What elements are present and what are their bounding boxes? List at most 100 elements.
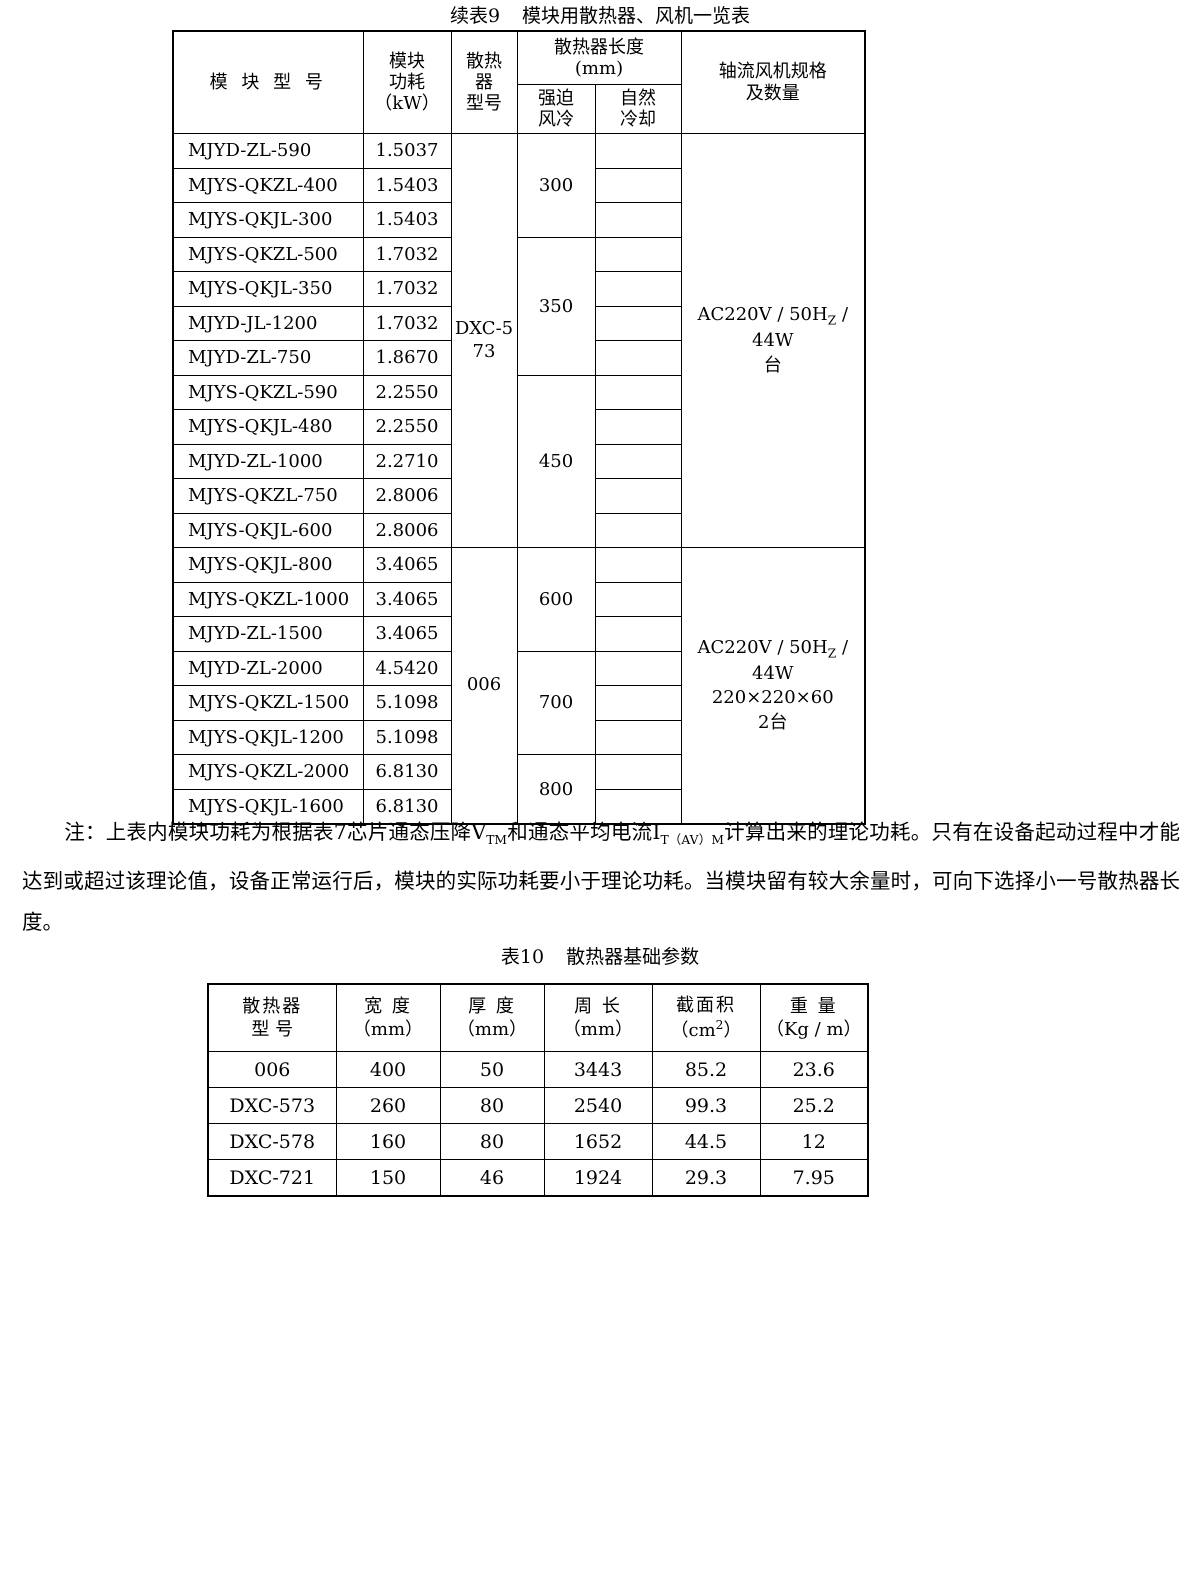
cell-natural-cooling-length: [594, 340, 682, 376]
module-heatsink-fan-table: 模 块 型 号 模块 功耗 （kW） 散热 器 型号 散热器长度 (mm): [172, 30, 866, 825]
note-sub-vtm: TM: [486, 833, 507, 848]
fan-spec-hz-subscript: Z: [827, 646, 837, 661]
table-row: MJYS-QKJL-350 1.7032: [172, 271, 865, 307]
header-line2: （cm2）: [670, 1017, 742, 1041]
cell-width: 260: [335, 1087, 441, 1124]
table9-caption-number: 续表9: [449, 5, 501, 27]
fan-spec-line4: 2台: [758, 711, 788, 733]
table10-caption-title: 散热器基础参数: [566, 946, 700, 968]
cell-module-model: MJYS-QKZL-500: [172, 236, 364, 272]
cell-module-model: MJYD-ZL-1000: [172, 443, 364, 479]
cell-natural-cooling-length: [594, 167, 682, 203]
cell-forced-air-length: 700: [516, 650, 596, 755]
table-row: MJYS-QKJL-800 3.4065 006 600 AC220V / 50HZ /…: [172, 547, 866, 825]
table10-header-row: 散热器型 号宽 度（mm）厚 度（mm）周 长（mm） 截面积 （cm2）重 量（K…: [207, 983, 869, 1052]
table-row: MJYS-QKJL-300 1.5403: [172, 202, 865, 238]
cell-weight: 23.6: [759, 1051, 869, 1088]
cell-module-model: MJYS-QKJL-300: [172, 202, 364, 238]
fan-spec-line3: 220×220×60: [711, 687, 834, 709]
cell-forced-air-length: 600: [516, 547, 596, 652]
cell-natural-cooling-length: [594, 374, 682, 410]
cell-module-power: 1.7032: [362, 305, 452, 341]
cell-width: 160: [335, 1123, 441, 1160]
heatsink-type-line1: DXC-5: [454, 318, 514, 339]
header-natural-cooling: 自然 冷却: [594, 84, 682, 134]
cell-module-model: MJYS-QKZL-590: [172, 374, 364, 410]
header-line2: （mm）: [562, 1019, 634, 1040]
cell-module-model: MJYS-QKJL-1600: [172, 788, 364, 825]
cell-module-power: 1.5037: [362, 133, 452, 169]
cell-module-model: MJYS-QKZL-1500: [172, 685, 364, 721]
cell-forced-air-length: 350: [516, 236, 596, 376]
header-line2: （mm）: [352, 1019, 424, 1040]
cell-width: 400: [335, 1051, 441, 1088]
table-row: MJYS-QKZL-2000 6.8130 800: [172, 754, 865, 825]
cell-natural-cooling-length: [594, 754, 682, 790]
table-row: MJYS-QKJL-1600 6.8130: [172, 788, 865, 825]
cell-module-power: 3.4065: [362, 581, 452, 617]
table-row: DXC-573 260 80 2540 99.3 25.2: [207, 1087, 869, 1124]
table9-container: 模 块 型 号 模块 功耗 （kW） 散热 器 型号 散热器长度 (mm): [172, 30, 866, 825]
note-seg1: 注：上表内模块功耗为根据表7芯片通态压降V: [64, 820, 487, 844]
note-seg2: 和通态平均电流I: [507, 820, 661, 844]
cell-area: 99.3: [651, 1087, 761, 1124]
table9-body: MJYD-ZL-590 1.5037 DXC-5 73 300 AC220V / 50HZ…: [172, 133, 866, 825]
header-line1: 宽 度: [364, 995, 412, 1017]
cell-thickness: 46: [439, 1159, 545, 1197]
table10-header-cell-2: 厚 度（mm）: [439, 983, 545, 1052]
cell-natural-cooling-length: [594, 443, 682, 479]
cell-module-power: 2.8006: [362, 512, 452, 548]
cell-thickness: 50: [439, 1051, 545, 1088]
cell-module-power: 2.2710: [362, 443, 452, 479]
cell-natural-cooling-length: [594, 478, 682, 514]
fan-spec-line2: 44W: [752, 330, 794, 352]
header-unit-superscript: 2: [715, 1017, 724, 1032]
table10-header-cell-4: 截面积 （cm2）: [651, 983, 761, 1052]
fan-spec-line1: AC220V / 50HZ /: [697, 637, 849, 661]
cell-module-power: 1.8670: [362, 340, 452, 376]
cell-natural-cooling-length: [594, 581, 682, 617]
cell-forced-air-length: 800: [516, 754, 596, 825]
cell-module-model: MJYD-JL-1200: [172, 305, 364, 341]
table-row: MJYS-QKZL-590 2.2550 450: [172, 374, 865, 548]
heatsink-type-line1: 006: [466, 674, 502, 696]
cell-area: 85.2: [651, 1051, 761, 1088]
cell-module-power: 2.2550: [362, 409, 452, 445]
cell-weight: 12: [759, 1123, 869, 1160]
header-heatsink-length-group: 散热器长度 (mm): [516, 30, 682, 85]
cell-thickness: 80: [439, 1123, 545, 1160]
cell-module-model: MJYS-QKZL-1000: [172, 581, 364, 617]
heatsink-type-line2: 73: [472, 340, 496, 362]
cell-module-power: 3.4065: [362, 547, 452, 583]
table-row: MJYD-ZL-1500 3.4065: [172, 616, 865, 652]
table10-body: 006 400 50 3443 85.2 23.6 DXC-573 260 80 2540 99.3…: [207, 1051, 869, 1197]
table-row: MJYS-QKZL-400 1.5403: [172, 167, 865, 203]
cell-heatsink-type: DXC-5 73: [450, 133, 518, 548]
table9-header-subrow: 强迫 风冷 自然 冷却: [173, 84, 865, 134]
cell-module-model: MJYS-QKZL-400: [172, 167, 364, 203]
cell-module-power: 6.8130: [362, 788, 452, 825]
cell-natural-cooling-length: [594, 271, 682, 307]
cell-heatsink-model: DXC-721: [207, 1159, 337, 1197]
fan-spec-hz-subscript: Z: [827, 313, 837, 328]
cell-heatsink-model: 006: [207, 1051, 337, 1088]
header-fan-spec: 轴流风机规格 及数量: [680, 30, 866, 134]
cell-module-power: 6.8130: [362, 754, 452, 790]
table9-header-row: 模 块 型 号 模块 功耗 （kW） 散热 器 型号 散热器长度 (mm): [172, 30, 866, 134]
table-row: MJYD-ZL-2000 4.5420 700: [172, 650, 865, 755]
fan-spec-line2: 44W: [752, 663, 794, 685]
table-row: MJYD-ZL-750 1.8670: [172, 340, 865, 376]
table-row: DXC-578 160 80 1652 44.5 12: [207, 1123, 869, 1160]
cell-module-power: 5.1098: [362, 685, 452, 721]
cell-forced-air-length: 300: [516, 133, 596, 238]
header-line1: 截面积: [676, 995, 736, 1017]
cell-module-power: 4.5420: [362, 650, 452, 686]
table10-header-cell-0: 散热器型 号: [207, 983, 337, 1052]
cell-natural-cooling-length: [594, 133, 682, 169]
cell-module-model: MJYS-QKJL-1200: [172, 719, 364, 755]
table-row: MJYS-QKZL-1000 3.4065: [172, 581, 865, 617]
cell-module-model: MJYD-ZL-1500: [172, 616, 364, 652]
table-row: MJYS-QKZL-750 2.8006: [172, 478, 865, 514]
cell-fan-spec: AC220V / 50HZ /44W 220×220×60 2台: [680, 547, 866, 825]
cell-module-power: 2.8006: [362, 478, 452, 514]
